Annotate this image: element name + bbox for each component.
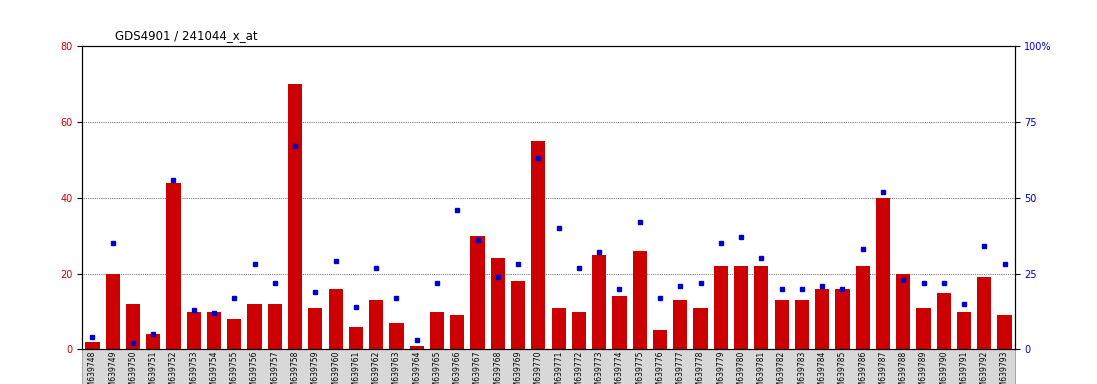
Bar bbox=[430, 311, 444, 349]
Bar bbox=[693, 308, 708, 349]
Bar bbox=[471, 236, 485, 349]
Bar bbox=[875, 198, 890, 349]
Bar bbox=[349, 327, 363, 349]
Bar bbox=[167, 183, 181, 349]
Bar bbox=[734, 266, 748, 349]
Bar bbox=[490, 258, 505, 349]
Bar bbox=[835, 289, 849, 349]
Bar bbox=[674, 300, 688, 349]
Bar bbox=[308, 308, 323, 349]
Bar bbox=[369, 300, 383, 349]
Bar bbox=[248, 304, 262, 349]
Bar bbox=[450, 315, 464, 349]
Bar bbox=[409, 346, 423, 349]
Bar bbox=[86, 342, 100, 349]
Bar bbox=[572, 311, 586, 349]
Bar bbox=[977, 277, 992, 349]
Bar bbox=[755, 266, 768, 349]
Bar bbox=[531, 141, 545, 349]
Bar bbox=[105, 273, 120, 349]
Text: GDS4901 / 241044_x_at: GDS4901 / 241044_x_at bbox=[115, 29, 258, 42]
Bar bbox=[856, 266, 870, 349]
Bar bbox=[937, 293, 951, 349]
Bar bbox=[815, 289, 829, 349]
Bar bbox=[957, 311, 971, 349]
Bar bbox=[714, 266, 728, 349]
Bar bbox=[207, 311, 222, 349]
Bar bbox=[997, 315, 1011, 349]
Bar bbox=[186, 311, 201, 349]
Bar bbox=[268, 304, 282, 349]
Bar bbox=[795, 300, 808, 349]
Bar bbox=[126, 304, 140, 349]
Bar bbox=[552, 308, 566, 349]
Bar bbox=[774, 300, 789, 349]
Bar bbox=[633, 251, 647, 349]
Bar bbox=[612, 296, 626, 349]
Bar bbox=[592, 255, 607, 349]
Bar bbox=[653, 331, 667, 349]
Bar bbox=[511, 281, 525, 349]
Bar bbox=[916, 308, 930, 349]
Bar bbox=[389, 323, 404, 349]
Bar bbox=[329, 289, 342, 349]
Bar bbox=[227, 319, 241, 349]
Bar bbox=[289, 84, 302, 349]
Bar bbox=[146, 334, 160, 349]
Bar bbox=[896, 273, 911, 349]
